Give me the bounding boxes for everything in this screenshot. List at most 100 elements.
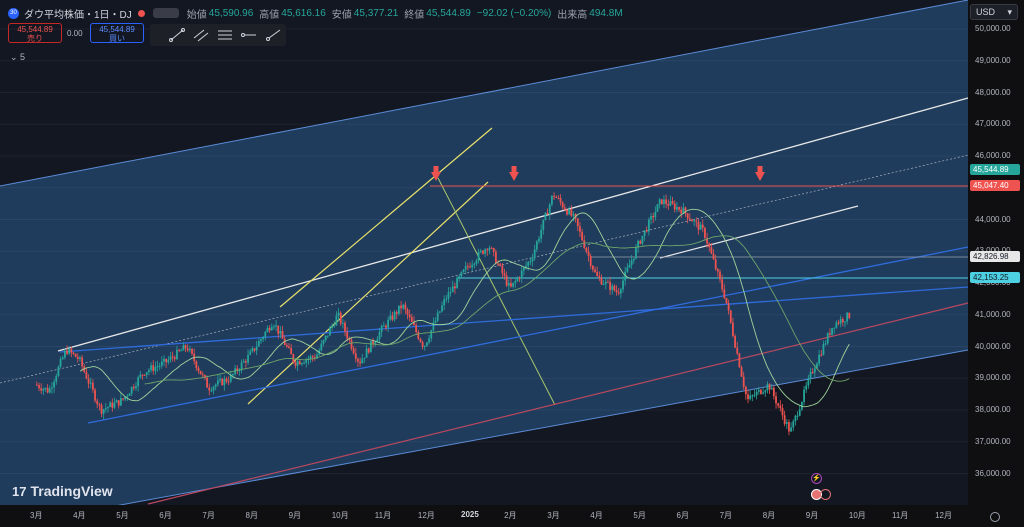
candle-body [339, 312, 342, 324]
candle-body [214, 384, 217, 387]
candle-body [357, 358, 359, 362]
time-tick-label: 8月 [762, 511, 776, 520]
candle-body [632, 258, 635, 261]
parallel-channel-tool-icon[interactable] [192, 28, 210, 42]
horizontal-ray-tool-icon[interactable] [240, 28, 258, 42]
candle-body [227, 381, 230, 383]
currency-selector[interactable]: USD ▾ [970, 4, 1018, 20]
candle-body [417, 331, 420, 339]
candle-body [346, 331, 349, 339]
candle-body [195, 361, 198, 369]
buy-button[interactable]: 45,544.89 買い [90, 23, 144, 43]
candle-body [341, 322, 344, 324]
candle-body [583, 240, 586, 248]
symbol-title[interactable]: ダウ平均株価・1日・DJ [24, 9, 132, 21]
candle-body [372, 341, 374, 345]
time-tick-label: 9月 [288, 511, 302, 520]
candle-body [721, 279, 724, 290]
candle-body [298, 361, 301, 365]
candle-body [171, 356, 174, 358]
candle-body [762, 392, 764, 394]
candle-body [428, 338, 430, 343]
candle-body [486, 249, 489, 251]
candle-body [139, 374, 142, 378]
price-tag-label: 45,047.40 [970, 180, 1020, 192]
candle-body [288, 346, 290, 348]
candle-body [53, 381, 56, 388]
candle-body [553, 195, 555, 197]
candle-body [44, 387, 47, 389]
candle-body [788, 422, 790, 432]
candle-body [57, 366, 60, 376]
candle-body [369, 341, 372, 353]
event-lightning-icon[interactable]: ⚡ [811, 473, 822, 484]
close-label: 終値 [404, 9, 425, 21]
candle-body [557, 197, 560, 199]
gear-icon[interactable] [990, 512, 1000, 522]
candle-body [727, 303, 730, 311]
visibility-toggle-icon[interactable] [152, 8, 179, 18]
candle-body [329, 327, 331, 336]
sell-button[interactable]: 45,544.89 売り [8, 23, 62, 43]
candle-body [781, 408, 784, 416]
candle-body [264, 331, 267, 338]
candle-body [520, 270, 523, 279]
time-tick-label: 3月 [30, 511, 43, 520]
candle-body [441, 305, 443, 312]
candle-body [117, 400, 120, 406]
fib-retracement-tool-icon[interactable] [216, 28, 234, 42]
candle-body [76, 357, 79, 359]
candle-body [451, 286, 454, 293]
price-tick-label: 48,000.00 [975, 87, 1011, 97]
candle-body [122, 398, 124, 400]
candle-body [387, 319, 390, 328]
candle-body [204, 375, 206, 378]
indicators-toggle[interactable]: ⌄ 5 [10, 52, 26, 62]
candle-body [415, 325, 418, 332]
candle-body [505, 275, 508, 286]
candle-body [61, 357, 64, 360]
drawing-toolbar [150, 24, 286, 46]
time-tick-label: 6月 [159, 511, 172, 520]
candle-body [423, 345, 426, 347]
event-marker-icon[interactable] [820, 489, 831, 500]
symbol-logo-icon[interactable]: 30 [8, 7, 19, 19]
moving-average-long [144, 235, 850, 385]
trend-line-tool-icon[interactable] [168, 28, 186, 42]
candle-body [51, 387, 53, 389]
candle-body [824, 343, 827, 345]
candle-body [430, 330, 433, 339]
symbol-header: 30 ダウ平均株価・1日・DJ 始値 45,590.96 高値 45,616.1… [8, 6, 629, 21]
candle-body [747, 394, 749, 400]
candle-body [719, 271, 721, 280]
low-label: 安値 [331, 9, 352, 21]
candle-body [81, 357, 84, 367]
brand-logo[interactable]: 17 TradingView [12, 483, 113, 499]
candle-body [732, 322, 734, 337]
candle-body [669, 201, 672, 206]
time-tick-label: 4月 [590, 511, 603, 520]
candle-body [697, 221, 700, 230]
candle-body [285, 344, 288, 347]
candle-body [35, 384, 38, 386]
candle-body [186, 348, 189, 351]
candle-body [335, 315, 338, 326]
candle-body [443, 299, 446, 306]
candle-body [566, 209, 568, 215]
candle-body [262, 337, 265, 340]
candle-body [102, 409, 105, 414]
candle-body [729, 310, 732, 323]
ray-tool-icon[interactable] [264, 28, 282, 42]
candle-body [766, 384, 769, 391]
yellow-channel-lower [247, 181, 489, 405]
candle-body [671, 201, 674, 204]
candle-body [148, 370, 150, 373]
candle-body [772, 387, 775, 397]
price-tick-label: 41,000.00 [975, 309, 1011, 319]
candle-body [126, 395, 129, 397]
candle-body [137, 377, 140, 387]
candle-body [445, 298, 448, 300]
candle-body [807, 378, 810, 386]
candle-body [738, 353, 741, 368]
